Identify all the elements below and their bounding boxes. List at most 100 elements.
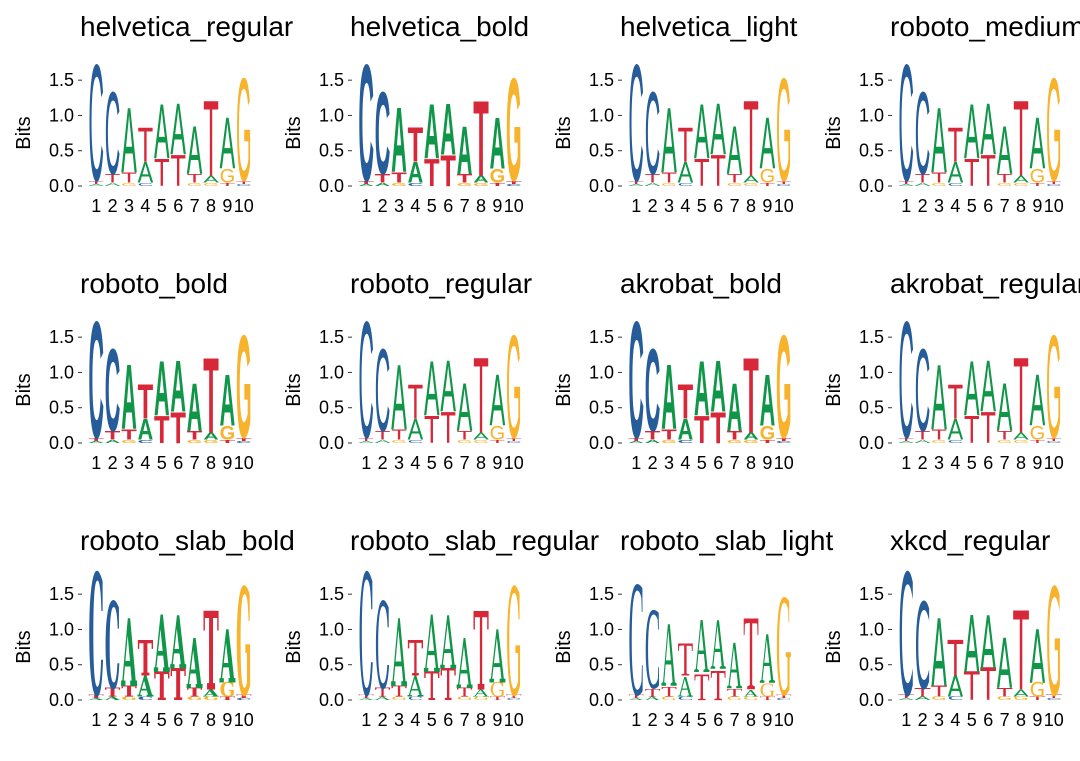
x-tick-label: 8 — [476, 196, 486, 216]
logo-letter: T — [931, 683, 947, 700]
logo-letter: T — [1046, 437, 1062, 442]
y-axis-label: Bits — [553, 630, 575, 663]
logo-letter: A — [964, 600, 980, 691]
y-tick-label: 1.0 — [589, 362, 614, 382]
panel-title: roboto_slab_regular — [350, 525, 599, 556]
logo-letter: T — [88, 180, 104, 185]
logo-letter: C — [1046, 697, 1062, 700]
y-tick-label: 0.0 — [589, 433, 614, 453]
logo-letter: C — [645, 325, 661, 456]
logo-letter: A — [980, 345, 996, 427]
logo-letter: C — [1046, 183, 1062, 186]
x-tick-label: 5 — [697, 710, 707, 730]
x-tick-label: 2 — [108, 710, 118, 730]
logo-letter: T — [727, 172, 743, 185]
x-tick-label: 2 — [108, 453, 118, 473]
logo-letter: T — [138, 374, 154, 429]
x-tick-label: 5 — [967, 196, 977, 216]
x-tick-label: 3 — [124, 196, 134, 216]
logo-letter: A — [898, 440, 914, 443]
logo-letter: C — [408, 439, 424, 444]
x-tick-label: 4 — [410, 453, 420, 473]
x-tick-label: 3 — [394, 453, 404, 473]
x-tick-label: 7 — [730, 196, 740, 216]
logo-letter: C — [138, 695, 154, 701]
y-tick-label: 1.5 — [859, 584, 884, 604]
x-tick-label: 9 — [492, 196, 502, 216]
logo-letter: T — [236, 437, 252, 442]
logo-letter: G — [1046, 558, 1062, 730]
logo-letter: G — [457, 182, 473, 187]
logo-letter: G — [661, 696, 677, 701]
logo-letter: T — [187, 172, 203, 185]
logo-letter: C — [236, 697, 252, 700]
logo-letter: T — [490, 439, 506, 444]
logo-letter: A — [980, 600, 996, 685]
logo-letter: T — [931, 169, 947, 185]
y-axis-label: Bits — [283, 630, 305, 663]
logo-letter: A — [187, 112, 203, 189]
logo-letter: T — [628, 694, 644, 699]
logo-letter: T — [1046, 180, 1062, 185]
logo-letter: T — [628, 180, 644, 185]
logo-letter: A — [489, 615, 505, 700]
logo-letter: T — [694, 151, 710, 195]
logo-letter: T — [88, 437, 104, 442]
logo-letter: G — [121, 439, 137, 444]
x-tick-label: 2 — [918, 710, 928, 730]
x-tick-label: 9 — [222, 710, 232, 730]
x-tick-label: 1 — [91, 453, 101, 473]
logo-letter: T — [1029, 695, 1045, 701]
logo-letter: T — [88, 693, 104, 699]
logo-letter: T — [678, 117, 694, 172]
logo-letter: A — [138, 156, 154, 189]
logo-letter: A — [88, 697, 104, 700]
logo-letter: T — [138, 629, 154, 687]
panel-title: helvetica_bold — [350, 11, 529, 42]
logo-letter: T — [996, 686, 1012, 700]
logo-letter: C — [88, 539, 104, 734]
logo-letter: T — [1013, 79, 1029, 199]
y-tick-label: 1.0 — [49, 619, 74, 639]
x-tick-label: 7 — [730, 453, 740, 473]
logo-letter: C — [105, 325, 121, 456]
logo-letter: A — [88, 440, 104, 443]
logo-letter: A — [710, 88, 726, 170]
y-tick-label: 1.0 — [319, 105, 344, 125]
x-tick-label: 6 — [713, 196, 723, 216]
panel-title: akrobat_bold — [620, 268, 782, 299]
x-tick-label: 8 — [746, 453, 756, 473]
logo-letter: A — [424, 345, 440, 432]
logo-letter: C — [645, 68, 661, 199]
logo-letter: T — [710, 661, 726, 710]
logo-letter: A — [760, 617, 776, 698]
x-tick-label: 5 — [427, 453, 437, 473]
y-tick-label: 0.5 — [319, 141, 344, 161]
logo-letter: A — [424, 600, 440, 691]
logo-letter: A — [948, 156, 964, 189]
logo-letter: T — [457, 172, 473, 185]
x-tick-label: 2 — [648, 196, 658, 216]
x-tick-label: 4 — [410, 710, 420, 730]
logo-letter: G — [473, 439, 489, 444]
logo-letter: A — [743, 431, 759, 442]
logo-letter: A — [440, 345, 456, 427]
y-axis-label: Bits — [13, 630, 35, 663]
logo-letter: T — [1030, 439, 1046, 444]
x-tick-label: 4 — [140, 196, 150, 216]
logo-letter: T — [358, 437, 374, 442]
logo-letter: A — [997, 369, 1013, 446]
logo-letter: C — [948, 695, 964, 701]
panel-title: roboto_medium — [890, 11, 1080, 42]
logo-letter: A — [457, 112, 473, 189]
logo-letter: C — [236, 183, 252, 186]
logo-letter: C — [358, 540, 374, 734]
logo-letter: A — [694, 345, 710, 432]
logo-letter: T — [948, 374, 964, 429]
logo-letter: A — [628, 183, 644, 186]
x-tick-label: 6 — [983, 196, 993, 216]
logo-letter: A — [88, 183, 104, 186]
y-tick-label: 0.5 — [49, 398, 74, 418]
logo-letter: G — [1013, 695, 1029, 701]
logo-letter: A — [915, 182, 931, 187]
